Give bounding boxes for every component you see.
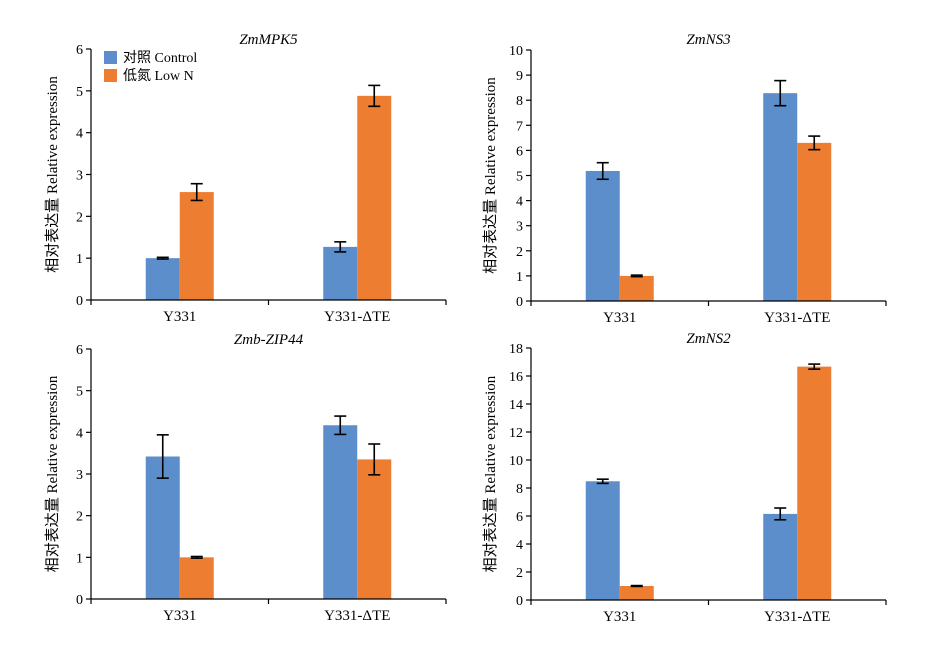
y-tick-label: 6 xyxy=(516,144,523,159)
legend-label-low-n: 低氮 Low N xyxy=(123,68,194,84)
y-tick-label: 10 xyxy=(509,44,523,59)
y-tick-label: 6 xyxy=(76,43,83,58)
legend-swatch-control xyxy=(104,51,117,64)
x-tick-label: Y331-ΔTE xyxy=(324,608,390,624)
error-bar xyxy=(190,555,203,559)
x-tick-label: Y331-ΔTE xyxy=(764,609,830,625)
y-tick-label: 3 xyxy=(76,169,83,184)
y-tick-label: 1 xyxy=(76,551,83,566)
chart-title: ZmNS2 xyxy=(686,331,731,347)
y-axis-label: 相对表达量 Relative expression xyxy=(44,375,61,572)
bar-low-n xyxy=(179,192,214,300)
y-tick-label: 2 xyxy=(76,210,83,225)
bar-low-n xyxy=(797,142,832,301)
error-bar xyxy=(808,135,821,151)
y-tick-label: 6 xyxy=(76,343,83,358)
y-tick-label: 1 xyxy=(516,270,523,285)
y-tick-label: 16 xyxy=(509,370,523,385)
y-tick-label: 4 xyxy=(516,195,523,210)
bar-control xyxy=(323,425,358,599)
y-tick-label: 2 xyxy=(516,245,523,260)
chart-title: ZmMPK5 xyxy=(239,32,298,48)
y-axis-label: 相对表达量 Relative expression xyxy=(482,77,499,274)
y-tick-label: 18 xyxy=(509,342,523,357)
legend-swatch-low-n xyxy=(104,69,117,82)
bar-control xyxy=(145,258,180,300)
bar-control xyxy=(585,481,620,600)
y-axis-label: 相对表达量 Relative expression xyxy=(482,375,499,572)
y-tick-label: 3 xyxy=(516,220,523,235)
chart-panel: 0 1 2 3 4 5 6 7 8 9 10 Y331 Y331-ΔTE ZmNS3 相对表达量 Relat… xyxy=(482,32,887,326)
bar-low-n xyxy=(357,459,392,599)
y-tick-label: 8 xyxy=(516,482,523,497)
y-tick-label: 8 xyxy=(516,94,523,109)
y-tick-label: 2 xyxy=(516,566,523,581)
x-tick-label: Y331 xyxy=(603,310,636,326)
bar-control xyxy=(763,93,798,301)
y-tick-label: 4 xyxy=(76,127,83,142)
y-tick-label: 12 xyxy=(509,426,523,441)
y-tick-label: 6 xyxy=(516,510,523,525)
error-bar xyxy=(334,415,347,436)
y-tick-label: 0 xyxy=(516,594,523,609)
y-tick-label: 4 xyxy=(516,538,523,553)
error-bar xyxy=(368,84,381,108)
y-tick-label: 14 xyxy=(509,398,523,413)
y-tick-label: 0 xyxy=(516,295,523,310)
legend: 对照 Control 低氮 Low N xyxy=(104,50,197,84)
bar-low-n xyxy=(619,586,654,600)
y-tick-label: 9 xyxy=(516,69,523,84)
y-tick-label: 2 xyxy=(76,510,83,525)
error-bar xyxy=(190,182,203,202)
x-tick-label: Y331-ΔTE xyxy=(764,310,830,326)
y-tick-label: 0 xyxy=(76,294,83,309)
y-tick-label: 7 xyxy=(516,119,523,134)
bar-low-n xyxy=(797,366,832,600)
y-tick-label: 5 xyxy=(516,170,523,185)
error-bar xyxy=(808,363,821,370)
error-bar xyxy=(596,478,609,485)
y-tick-label: 5 xyxy=(76,385,83,400)
error-bar xyxy=(774,79,787,107)
error-bar xyxy=(630,584,643,588)
bar-control xyxy=(585,170,620,301)
error-bar xyxy=(596,161,609,181)
x-tick-label: Y331 xyxy=(603,609,636,625)
chart-title: Zmb-ZIP44 xyxy=(234,332,304,348)
error-bar xyxy=(630,274,643,278)
y-tick-label: 4 xyxy=(76,426,83,441)
x-tick-label: Y331 xyxy=(163,309,196,325)
y-tick-label: 0 xyxy=(76,593,83,608)
bar-control xyxy=(323,246,358,300)
y-tick-label: 1 xyxy=(76,252,83,267)
legend-label-control: 对照 Control xyxy=(123,50,197,66)
y-tick-label: 3 xyxy=(76,468,83,483)
error-bar xyxy=(774,507,787,521)
error-bar xyxy=(156,256,169,260)
chart-panel: 0 2 4 6 8 10 12 14 16 18 Y331 Y331-ΔTE ZmNS2 相对表达量 Re… xyxy=(482,331,887,625)
bar-low-n xyxy=(619,275,654,301)
x-tick-label: Y331-ΔTE xyxy=(324,309,390,325)
y-tick-label: 5 xyxy=(76,85,83,100)
chart-panel: 0 1 2 3 4 5 6 Y331 Y331-ΔTE Zmb-ZIP44 相对表达量 Relati… xyxy=(44,332,447,624)
bar-low-n xyxy=(179,557,214,599)
chart-title: ZmNS3 xyxy=(686,32,730,48)
bar-low-n xyxy=(357,95,392,300)
y-axis-label: 相对表达量 Relative expression xyxy=(44,76,61,273)
error-bar xyxy=(156,434,169,479)
x-tick-label: Y331 xyxy=(163,608,196,624)
y-tick-label: 10 xyxy=(509,454,523,469)
bar-control xyxy=(763,513,798,600)
bar-control xyxy=(145,456,180,599)
error-bar xyxy=(334,241,347,253)
error-bar xyxy=(368,443,381,476)
chart-panel: 0 1 2 3 4 5 6 Y331 Y331-ΔTE ZmMPK5 相对表达量 Relative … xyxy=(44,32,447,325)
